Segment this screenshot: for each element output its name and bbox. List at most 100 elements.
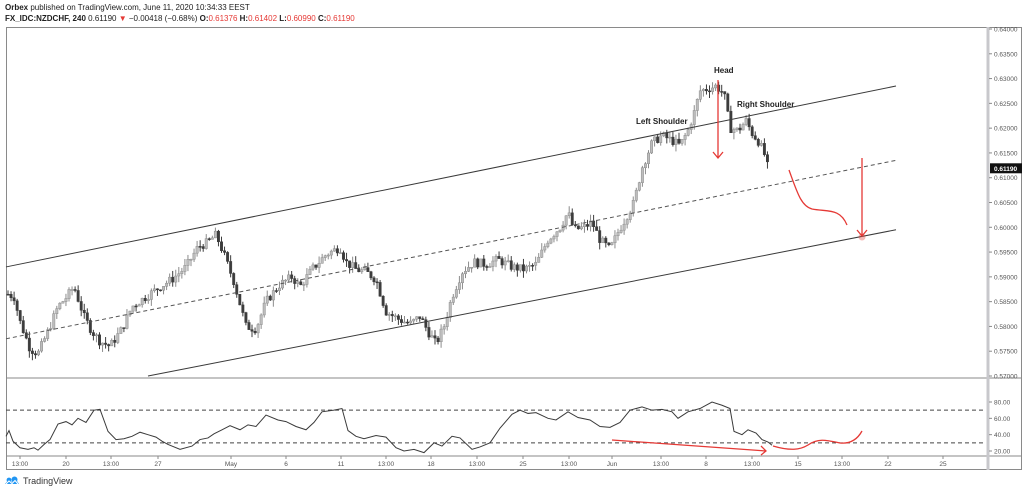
candle-body	[390, 314, 394, 317]
candle-body	[314, 264, 318, 268]
price-axis-label: 0.64000	[994, 27, 1018, 34]
candle-body	[711, 87, 714, 92]
candle-body	[189, 258, 193, 261]
candle-body	[698, 90, 702, 100]
channel-lines[interactable]	[5, 85, 897, 377]
candle-body	[586, 224, 589, 227]
candle-body	[412, 318, 416, 322]
tradingview-cloud-icon	[5, 476, 19, 485]
candle-body	[427, 327, 431, 338]
candle-body	[464, 271, 467, 275]
candle-body	[332, 248, 336, 252]
candle-body	[101, 342, 104, 346]
candle-body	[168, 276, 172, 284]
candle-body	[680, 139, 684, 144]
candle-body	[226, 252, 230, 262]
candle-body	[345, 259, 349, 262]
target-marker	[858, 233, 866, 241]
candle-body	[177, 273, 181, 277]
candle-body	[375, 281, 379, 284]
candle-body	[744, 118, 748, 125]
candle-body	[668, 136, 672, 139]
candle-body	[290, 274, 294, 279]
candle-body	[622, 223, 626, 231]
candle-body	[540, 249, 544, 258]
candle-body	[34, 353, 37, 356]
candle-body	[201, 246, 205, 249]
candle-body	[528, 265, 531, 267]
candle-body	[653, 136, 657, 142]
candle-body	[232, 273, 236, 285]
candle-body	[113, 340, 117, 343]
candle-body	[70, 289, 74, 291]
candle-body	[762, 143, 766, 155]
price-axis-label: 0.62000	[994, 126, 1018, 133]
candle-body	[531, 265, 535, 267]
candle-body	[143, 298, 147, 301]
candle-body	[595, 226, 599, 231]
candle-body	[439, 328, 443, 343]
candle-body	[137, 304, 141, 307]
candle-body	[119, 327, 123, 334]
candle-body	[369, 271, 373, 279]
candle-body	[729, 110, 733, 133]
candle-body	[6, 293, 10, 296]
candle-body	[476, 258, 480, 268]
candle-body	[213, 230, 217, 239]
candlestick-series	[6, 81, 769, 361]
candle-body	[217, 230, 220, 243]
candle-body	[323, 255, 327, 258]
candle-body	[436, 337, 440, 343]
candle-body	[64, 298, 68, 302]
candle-body	[525, 265, 528, 272]
candle-body	[91, 332, 95, 336]
candle-body	[647, 152, 650, 164]
candle-body	[320, 257, 324, 264]
price-axis-label: 0.59500	[994, 250, 1018, 257]
candle-body	[186, 259, 190, 266]
candle-body	[503, 260, 507, 266]
candle-body	[570, 212, 574, 225]
tradingview-logo[interactable]: TradingView	[4, 476, 73, 486]
candle-body	[598, 230, 602, 243]
publisher-name[interactable]: Orbex	[5, 3, 29, 12]
candle-body	[284, 279, 288, 282]
candle-body	[738, 127, 742, 131]
high-value: 0.61402	[248, 14, 278, 23]
middle-channel-line[interactable]	[5, 159, 897, 340]
time-axis-label: 13:00	[561, 461, 578, 468]
candle-body	[247, 322, 251, 330]
candle-body	[424, 319, 428, 328]
candle-body	[692, 110, 696, 125]
candle-body	[265, 295, 269, 304]
candle-body	[753, 135, 757, 140]
candle-body	[18, 310, 22, 321]
publish-line: Orbex published on TradingView.com, June…	[5, 2, 355, 13]
candle-body	[140, 298, 144, 306]
candle-body	[360, 269, 364, 273]
candle-body	[634, 189, 638, 201]
candle-body	[302, 284, 306, 286]
arrow-head-icon	[856, 229, 868, 238]
lower-channel-line[interactable]	[147, 229, 897, 377]
candle-body	[750, 126, 754, 136]
candle-body	[363, 267, 367, 270]
candle-body	[61, 301, 65, 304]
time-axis-label: 25	[519, 461, 527, 468]
candle-body	[180, 271, 184, 274]
candle-body	[400, 319, 403, 323]
upper-channel-line[interactable]	[5, 85, 897, 268]
candle-body	[210, 237, 214, 240]
rsi-divergence-arrow	[611, 439, 767, 452]
time-axis-label: 18	[427, 461, 435, 468]
candle-body	[470, 266, 474, 269]
candle-body	[454, 289, 458, 298]
candle-body	[67, 289, 71, 299]
time-axis-label: 11	[338, 461, 345, 468]
candle-body	[88, 320, 92, 333]
candle-body	[534, 262, 538, 266]
candle-body	[281, 279, 284, 289]
candle-body	[558, 229, 562, 233]
candle-body	[512, 264, 516, 270]
